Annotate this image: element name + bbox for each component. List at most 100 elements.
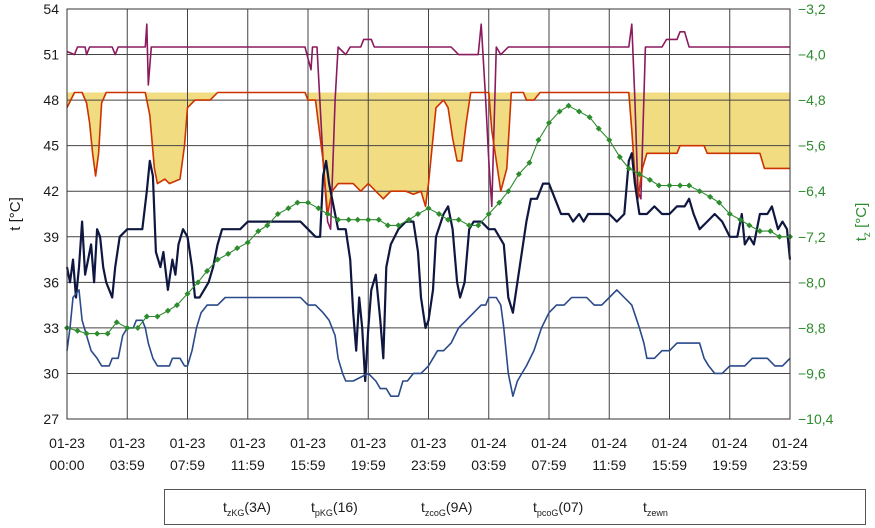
series-marker [285, 205, 292, 212]
series-marker [113, 319, 120, 326]
series-marker [776, 233, 783, 240]
left-tick-label: 48 [43, 92, 59, 108]
x-tick-label: 01-24 15:59 [652, 435, 688, 473]
series-marker [154, 313, 161, 320]
right-tick-label: −5,6 [798, 138, 826, 154]
series-marker [264, 222, 271, 229]
left-tick-label: 27 [43, 411, 59, 427]
right-tick-labels: −3,2 −4,0 −4,8 −5,6 −6,4 −7,2 −8,0 −8,8 −9,6 −10,… [798, 1, 834, 427]
series-marker [375, 216, 382, 223]
right-tick-label: −8,0 [798, 274, 826, 290]
x-tick-label: 01-24 03:59 [471, 435, 507, 473]
series-marker [606, 136, 613, 143]
legend-item: tpKG(16) [311, 499, 358, 518]
left-tick-label: 51 [43, 47, 59, 63]
series-marker [445, 216, 452, 223]
series-marker [616, 154, 623, 161]
series-marker [384, 222, 391, 229]
x-tick-label: 01-23 11:59 [230, 435, 266, 473]
series-marker [546, 119, 552, 126]
series-marker [305, 199, 311, 206]
series-marker [666, 182, 673, 189]
right-tick-label: −4,8 [798, 92, 826, 108]
x-tick-label: 01-23 15:59 [290, 435, 326, 473]
left-tick-label: 33 [43, 320, 59, 336]
series-marker [74, 327, 81, 334]
right-tick-label: −3,2 [798, 1, 826, 17]
legend-item: tpcoG(07) [533, 499, 584, 518]
left-tick-label: 30 [43, 365, 59, 381]
series-marker [414, 211, 421, 217]
series-line-2 [65, 152, 792, 383]
legend: tzKG(3A) tpKG(16) tzcoG(9A) tpcoG(07) tzewn [164, 489, 866, 525]
series-marker [244, 239, 251, 246]
right-tick-label: −4,0 [798, 47, 826, 63]
series-marker [535, 136, 542, 143]
series-marker [335, 216, 342, 223]
series-marker [625, 165, 632, 172]
right-tick-label: −6,4 [798, 183, 826, 199]
series-marker [515, 171, 522, 178]
series-marker [505, 188, 512, 195]
x-tick-label: 01-24 07:59 [531, 435, 567, 473]
left-tick-label: 45 [43, 138, 59, 154]
series-marker [746, 222, 753, 229]
right-tick-label: −7,2 [798, 229, 826, 245]
legend-item: tzcoG(9A) [421, 499, 473, 518]
x-tick-label: 01-23 23:59 [411, 435, 447, 473]
series-line-1 [66, 91, 790, 215]
left-tick-label: 54 [43, 1, 59, 17]
series-marker [405, 216, 412, 223]
series-marker [737, 216, 744, 223]
series-marker [455, 216, 462, 223]
x-tick-label: 01-24 23:59 [772, 435, 808, 473]
series-marker [556, 108, 563, 115]
series-marker [475, 222, 482, 229]
series-marker [94, 330, 101, 337]
series-marker [485, 211, 492, 217]
right-axis-title: tz [°C] [853, 203, 873, 242]
left-tick-labels: 54 51 48 45 42 39 36 33 30 27 [43, 1, 59, 427]
x-tick-label: 01-24 19:59 [712, 435, 748, 473]
legend-item: tzKG(3A) [223, 499, 271, 518]
series-marker [756, 228, 763, 235]
left-tick-label: 42 [43, 183, 59, 199]
series-marker [655, 182, 662, 189]
series-marker [184, 290, 191, 297]
right-tick-label: −9,6 [798, 365, 826, 381]
series-marker [466, 222, 473, 229]
series-marker [324, 211, 331, 217]
series-marker [214, 256, 221, 263]
series-marker [496, 199, 503, 206]
series-marker [164, 307, 171, 314]
series-marker [726, 211, 733, 217]
left-axis-title: t [°C] [7, 197, 24, 231]
series-marker [83, 330, 90, 337]
series-group [65, 23, 792, 397]
series-marker [595, 125, 602, 132]
x-tick-label: 01-23 19:59 [350, 435, 386, 473]
series-marker [767, 228, 774, 235]
x-tick-label: 01-23 00:00 [49, 435, 85, 473]
left-tick-label: 36 [43, 274, 59, 290]
series-marker [354, 216, 361, 223]
axis-titles: t [°C] tz [°C] [7, 197, 873, 241]
series-marker [436, 211, 443, 217]
series-marker [124, 324, 131, 331]
series-marker [345, 216, 352, 223]
series-marker [707, 193, 714, 200]
plot-frame [66, 8, 791, 420]
left-tick-label: 39 [43, 229, 59, 245]
series-marker [425, 205, 432, 212]
series-marker [225, 250, 232, 257]
series-marker [255, 228, 262, 235]
series-marker [677, 182, 684, 189]
series-marker [565, 102, 572, 109]
series-marker [696, 188, 703, 195]
legend-item: tzewn [643, 499, 668, 518]
series-marker [143, 313, 150, 320]
series-marker [686, 182, 693, 189]
series-marker [134, 324, 141, 331]
right-tick-label: −10,4 [798, 411, 834, 427]
